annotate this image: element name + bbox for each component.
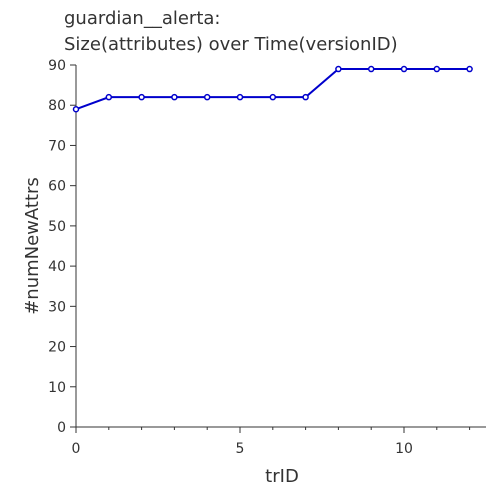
- data-point: [400, 65, 408, 73]
- y-tick-label: 20: [48, 340, 66, 356]
- x-tick-label: 10: [395, 441, 413, 457]
- y-tick-label: 70: [48, 138, 66, 154]
- y-tick-label: 30: [48, 299, 66, 315]
- data-point: [203, 93, 211, 101]
- data-point: [138, 93, 145, 101]
- data-point: [105, 93, 113, 101]
- y-tick-label: 60: [48, 179, 66, 195]
- chart-title: guardian__alerta:: [64, 8, 221, 29]
- series-line: [75, 68, 470, 111]
- data-point: [269, 93, 277, 101]
- data-point: [171, 93, 178, 101]
- x-axis: 0 5 10: [72, 426, 486, 457]
- data-point: [466, 65, 473, 73]
- y-tick-label: 80: [48, 98, 66, 114]
- x-tick-label: 5: [236, 441, 245, 457]
- y-tick-label: 90: [48, 58, 66, 74]
- data-point: [72, 105, 80, 113]
- y-tick-label: 10: [48, 380, 66, 396]
- y-tick-label: 0: [57, 420, 66, 436]
- data-point: [367, 65, 375, 73]
- y-axis: 0 10 20 30 40 50 60 70 80 90: [48, 58, 77, 436]
- x-tick-label: 0: [72, 441, 81, 457]
- y-tick-label: 40: [48, 259, 66, 275]
- chart-subtitle: Size(attributes) over Time(versionID): [64, 34, 398, 55]
- data-point: [433, 65, 441, 73]
- y-axis-label: #numNewAttrs: [22, 177, 43, 315]
- data-point: [236, 93, 244, 101]
- data-point: [302, 93, 309, 101]
- data-point: [335, 65, 342, 73]
- series-group: [72, 65, 473, 113]
- x-axis-label: trID: [265, 466, 299, 487]
- y-tick-label: 50: [48, 219, 66, 235]
